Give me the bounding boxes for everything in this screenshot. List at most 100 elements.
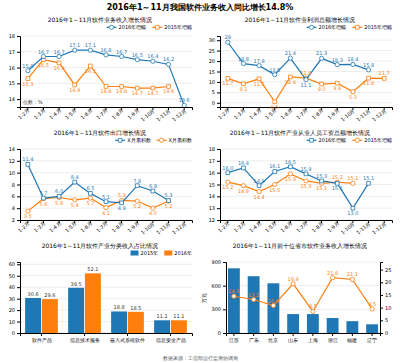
plot-marks [226,40,386,103]
panel: 2016年1～11月软件出口增长情况1-2月1-3月1-4月1-5月1-6月1-… [9,129,193,236]
axis-line [223,263,227,334]
legend: X月累积数X月累积数 [115,137,192,143]
x-axis: 1-2月1-3月1-4月1-5月1-6月1-7月1-8月1-9月1-10月1-1… [17,107,193,123]
plot-area: 1-2月1-3月1-4月1-5月1-6月1-7月1-8月1-9月1-10月1-1… [9,24,193,123]
panel: 2016年1～11月软件产业从业人员工资总额增长情况1-2月1-3月1-4月1-… [209,129,393,236]
legend-marker [355,138,359,142]
data-label: 5.3 [349,94,357,100]
tick-label: 1-9月 [326,107,340,120]
chart-title: 2016年1～11月软件出口增长情况 [54,129,147,136]
tick: 1-3月 [32,220,46,234]
tick-mark [217,103,220,104]
tick: 18 [9,33,20,39]
marker [350,277,354,281]
grid-line [20,264,192,265]
data-label: 16.5 [132,52,143,58]
tick-label: 40 [9,284,15,290]
data-label: 16.7 [54,49,65,55]
data-labels: 15.816.716.717.117.116.816.716.516.416.2… [22,42,190,105]
bar [267,283,279,333]
line [228,167,369,208]
tick-mark [17,208,20,209]
data-label: 5.8 [55,200,63,206]
tick: 上海 [308,333,318,343]
data-label: 5.3 [118,192,126,198]
data-label: 15.1 [316,185,327,191]
tick-label: 1-6月 [279,107,293,120]
legend-label: 2015年增幅 [164,24,192,30]
data-label: 5.4 [71,202,79,208]
tick-label: 0 [212,100,215,106]
data-label: 15.8 [22,63,33,69]
marker [320,179,324,183]
tick: 1-5月 [64,220,78,234]
tick-mark [380,270,383,271]
marker [41,54,45,58]
data-label: 16.0 [222,165,233,171]
axis-line [381,263,384,334]
tick-label: 1-5月 [64,107,78,120]
tick: 1-12月 [371,220,387,236]
plot-area: 1-2月1-3月1-4月1-5月1-6月1-7月1-8月1-9月1-10月1-1… [9,137,193,236]
tick-mark [380,295,383,296]
marker [257,64,261,68]
tick-label: 10 [9,319,15,325]
data-label: 3.5 [24,213,32,219]
tick: 浙江 [328,333,338,343]
grid-line [20,184,192,185]
tick: 1-12月 [171,107,187,123]
tick: 1-7月 [295,220,309,234]
tick: 江苏 [229,333,239,343]
legend-marker [310,138,314,142]
data-label: 11.7 [379,70,390,76]
tick: 0 [380,330,388,336]
tick: 1-6月 [279,107,293,121]
plot-area: 软件产品信息技术服务嵌入式系统软件信息安全产品010203040506030.6… [9,250,193,343]
grid-line [20,36,192,37]
tick: 1-8月 [311,220,325,234]
tick-mark [273,333,274,336]
tick-mark [17,68,20,69]
y-axis: 0300600900 [211,259,226,336]
y-axis: 1415161718 [9,33,21,107]
grid-line [220,149,392,150]
grid-line [20,275,192,276]
tick: 软件产品 [32,333,52,343]
tick-label: 5 [385,317,388,323]
tick-label: 信息安全产品 [156,337,186,343]
legend-label: 2016年增幅 [119,24,147,30]
data-label: 16.1 [85,68,96,74]
tick: 信息技术服务 [70,333,100,343]
x-axis: 1-2月1-3月1-4月1-5月1-6月1-7月1-8月1-9月1-10月1-1… [217,107,393,123]
marker [166,62,170,66]
tick-mark [17,322,20,323]
marker [242,166,246,170]
tick: 1-12月 [171,220,187,236]
grid-line [20,287,192,288]
data-label: 5.2 [133,203,141,209]
tick: 0 [218,330,226,336]
marker [311,309,315,313]
tick-mark [217,72,220,73]
legend-item: 2016年增幅 [307,24,347,30]
grid-line [20,83,192,84]
tick-mark [17,52,20,53]
tick-label: 600 [211,283,221,289]
grid-line [20,160,192,161]
marker [288,165,292,169]
tick-mark [17,220,20,221]
tick-mark [17,83,20,84]
tick-label: 30 [9,296,15,302]
marker [382,77,386,81]
data-label: 14.5 [228,288,239,294]
marker [273,170,277,174]
tick-mark [17,310,20,311]
plot-marks [226,165,371,210]
legend-label: 2015年 [141,250,159,256]
data-label: 21.4 [285,50,296,56]
marker [73,48,77,52]
tick: 40 [9,284,20,290]
grid [220,149,392,220]
tick-label: 1-7月 [95,107,109,120]
tick-label: 14 [209,193,215,199]
